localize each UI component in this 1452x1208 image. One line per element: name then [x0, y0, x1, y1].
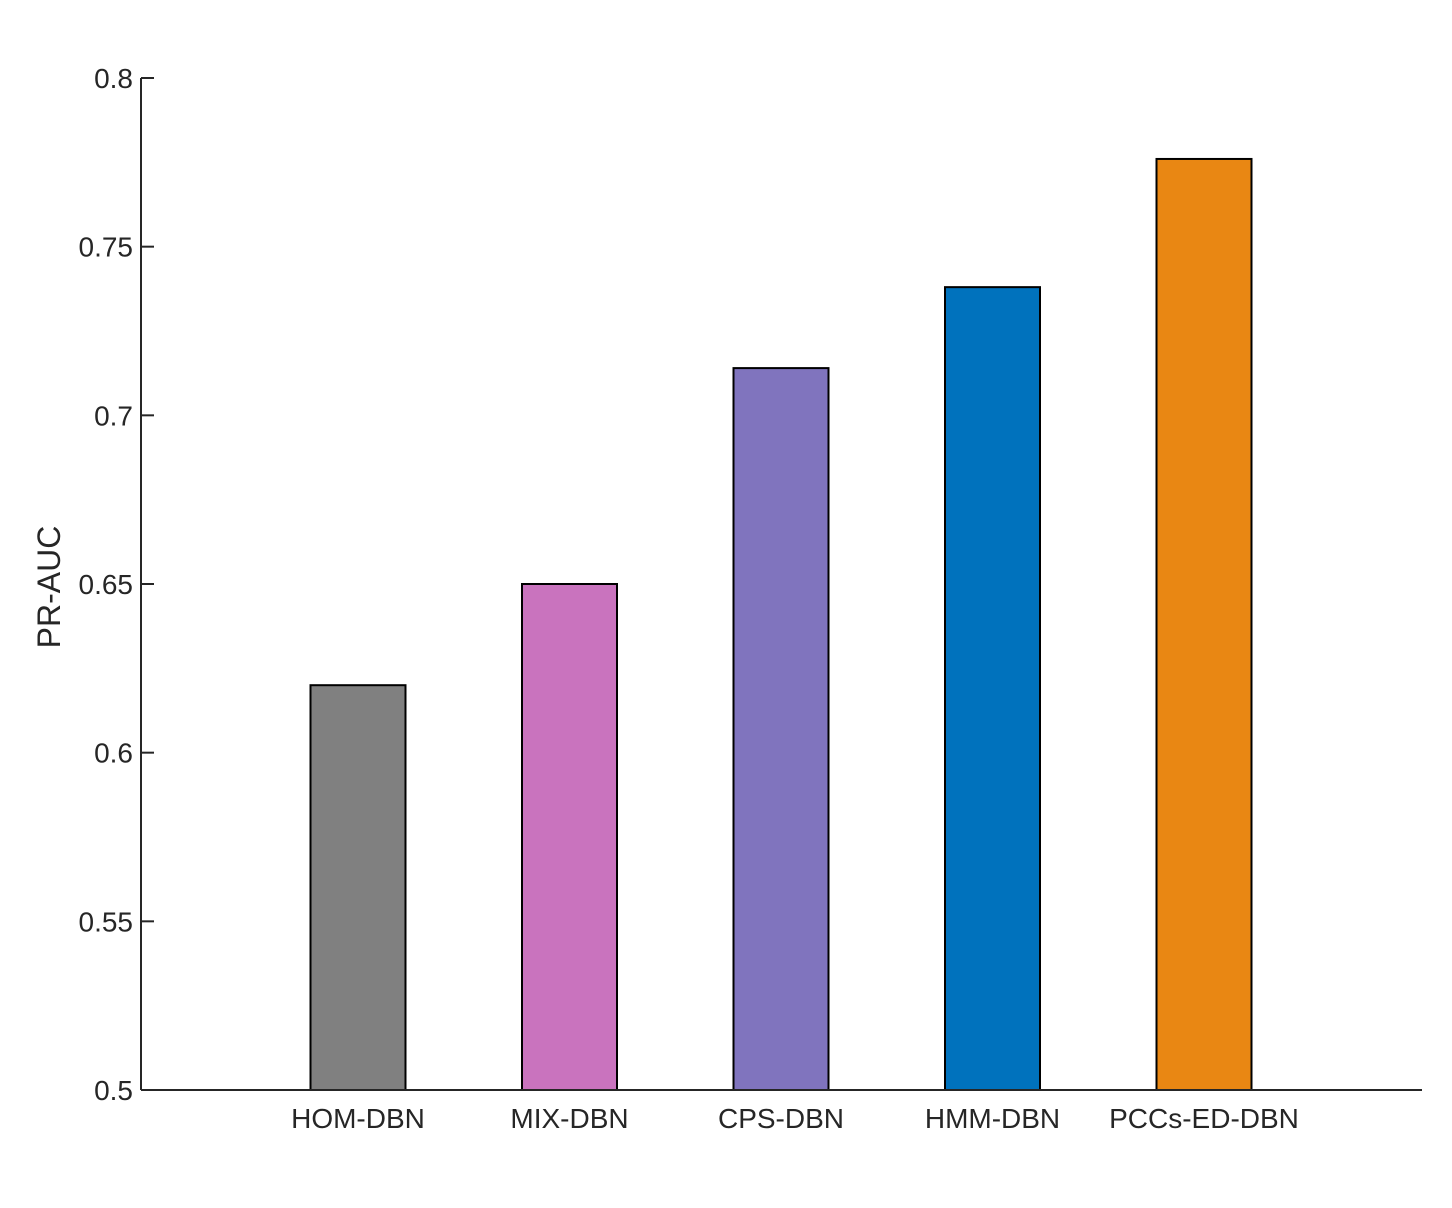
y-tick-label: 0.65	[79, 569, 134, 600]
bar-mix-dbn	[521, 583, 618, 1091]
bar-cps-dbn	[732, 367, 830, 1091]
bar-pccs-ed-dbn	[1155, 157, 1253, 1091]
x-tick-label: MIX-DBN	[510, 1103, 628, 1134]
y-tick-label: 0.7	[94, 400, 133, 431]
x-tick-label: HMM-DBN	[925, 1103, 1060, 1134]
x-tick-label: PCCs-ED-DBN	[1109, 1103, 1299, 1134]
x-tick-labels: HOM-DBN MIX-DBN CPS-DBN HMM-DBN PCCs-ED-DBN	[291, 1103, 1299, 1134]
y-tick-label: 0.55	[79, 906, 134, 937]
bar-hom-dbn	[309, 684, 407, 1091]
y-tick-label: 0.6	[94, 738, 133, 769]
y-axis-label: PR-AUC	[31, 526, 67, 649]
y-tick-label: 0.75	[79, 232, 134, 263]
x-tick-label: HOM-DBN	[291, 1103, 425, 1134]
y-tick-label: 0.8	[94, 63, 133, 94]
y-tick-label: 0.5	[94, 1075, 133, 1106]
bars-layer	[309, 157, 1253, 1091]
y-ticks: 0.5 0.55 0.6 0.65 0.7 0.75 0.8	[79, 63, 154, 1106]
bar-hmm-dbn	[944, 286, 1041, 1091]
x-tick-label: CPS-DBN	[718, 1103, 844, 1134]
